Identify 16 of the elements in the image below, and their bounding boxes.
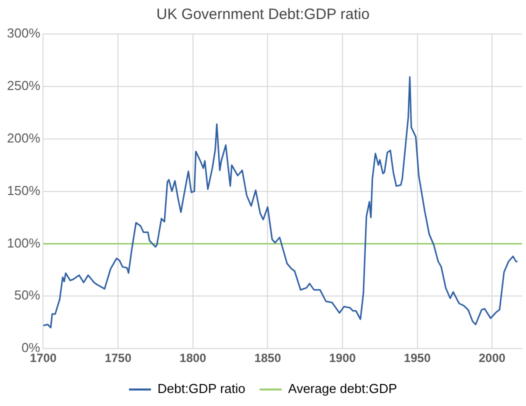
- x-tick-label: 1750: [104, 351, 132, 366]
- y-tick-label: 150%: [7, 182, 41, 198]
- x-tick-label: 2000: [478, 351, 506, 366]
- y-tick-label: 50%: [14, 288, 41, 303]
- x-tick-label: 1950: [404, 351, 431, 366]
- y-tick-label: 300%: [7, 26, 41, 41]
- x-tick-label: 1900: [329, 351, 356, 366]
- legend-label: Debt:GDP ratio: [157, 381, 246, 396]
- y-tick-label: 250%: [7, 78, 41, 94]
- y-tick-label: 100%: [7, 235, 41, 250]
- y-tick-label: 200%: [7, 130, 41, 146]
- x-tick-label: 1850: [254, 351, 282, 366]
- x-tick-label: 1800: [180, 351, 207, 366]
- x-tick-label: 1700: [30, 351, 57, 366]
- legend-label: Average debt:GDP: [288, 381, 398, 396]
- chart-title: UK Government Debt:GDP ratio: [156, 6, 370, 24]
